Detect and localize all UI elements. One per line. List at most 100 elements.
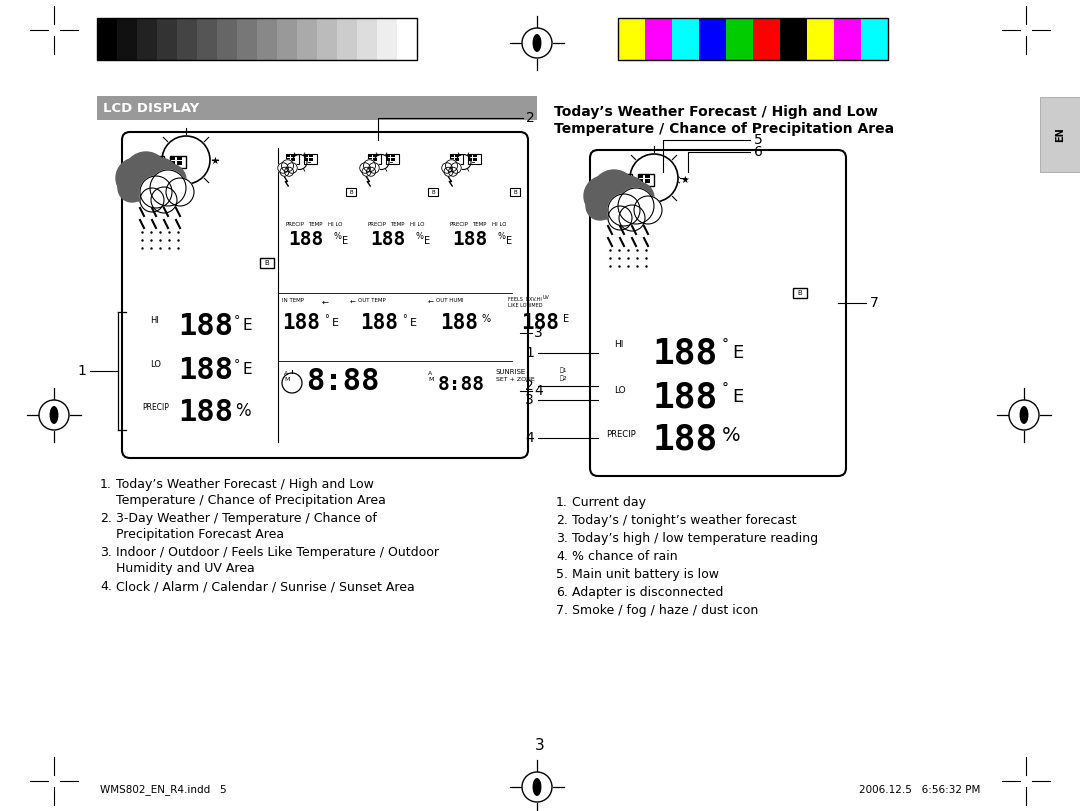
Text: °: °	[324, 314, 328, 324]
Circle shape	[608, 194, 640, 226]
Bar	[793, 288, 807, 298]
Text: IN TEMP: IN TEMP	[282, 298, 303, 303]
Bar	[807, 18, 834, 60]
Bar	[616, 174, 632, 186]
Bar	[309, 154, 313, 157]
Text: B: B	[349, 190, 353, 195]
Circle shape	[584, 176, 624, 216]
Text: 6: 6	[754, 145, 762, 159]
Bar	[638, 174, 654, 186]
Bar	[468, 154, 472, 157]
Text: 2.: 2.	[556, 514, 568, 527]
Circle shape	[622, 182, 654, 214]
Circle shape	[362, 167, 372, 176]
Bar	[780, 18, 807, 60]
Text: E: E	[342, 236, 348, 246]
Text: PRECIP: PRECIP	[286, 222, 305, 227]
Bar	[157, 18, 177, 60]
Bar	[170, 156, 175, 160]
Text: 188: 188	[440, 313, 477, 333]
Bar	[861, 18, 888, 60]
Text: 7.: 7.	[556, 604, 568, 617]
Text: 🔔2: 🔔2	[561, 375, 568, 380]
Text: PRECIP: PRECIP	[141, 403, 168, 412]
Text: A: A	[284, 371, 288, 376]
Text: 4.: 4.	[556, 550, 568, 563]
Text: 3: 3	[535, 737, 545, 753]
Bar	[309, 158, 313, 161]
FancyBboxPatch shape	[590, 150, 846, 476]
Circle shape	[360, 163, 370, 174]
Text: 2.: 2.	[100, 512, 112, 525]
Text: FEELS  EXV.HI: FEELS EXV.HI	[508, 297, 542, 302]
Bar	[148, 156, 153, 160]
Bar	[286, 158, 291, 161]
Text: SUNRISE: SUNRISE	[496, 369, 526, 375]
Text: °: °	[234, 358, 241, 371]
Bar	[148, 161, 153, 165]
Text: %: %	[482, 314, 491, 324]
Text: °: °	[723, 382, 729, 396]
Text: Today’s / tonight’s weather forecast: Today’s / tonight’s weather forecast	[572, 514, 797, 527]
Text: Today’s high / low temperature reading: Today’s high / low temperature reading	[572, 532, 819, 545]
Text: PRECIP: PRECIP	[368, 222, 387, 227]
Circle shape	[618, 188, 654, 224]
Text: 3: 3	[534, 326, 543, 340]
Bar	[170, 161, 175, 165]
Text: 5: 5	[754, 133, 762, 147]
Text: %: %	[498, 232, 507, 241]
Text: HI: HI	[615, 340, 623, 349]
Circle shape	[446, 160, 458, 172]
Text: 7: 7	[870, 296, 879, 310]
Text: ←: ←	[350, 300, 356, 306]
Text: E: E	[507, 236, 512, 246]
Text: Humidity and UV Area: Humidity and UV Area	[116, 562, 255, 575]
Bar	[391, 158, 395, 161]
Circle shape	[444, 167, 453, 176]
Bar	[618, 18, 888, 60]
Text: 2006.12.5   6:56:32 PM: 2006.12.5 6:56:32 PM	[859, 785, 980, 795]
Text: E: E	[563, 314, 569, 324]
Circle shape	[374, 155, 389, 169]
Text: 2: 2	[526, 111, 535, 125]
Bar	[97, 18, 117, 60]
Bar	[473, 154, 477, 157]
Text: E: E	[732, 344, 743, 362]
Text: TEMP: TEMP	[390, 222, 405, 227]
Text: 188: 188	[653, 380, 718, 414]
Bar	[170, 156, 186, 168]
Text: °: °	[723, 338, 729, 352]
Text: 🔔1: 🔔1	[561, 367, 568, 372]
Bar	[291, 154, 295, 157]
Bar	[455, 158, 459, 161]
Bar	[616, 179, 621, 183]
Text: E: E	[332, 318, 339, 328]
Text: 188: 188	[653, 422, 718, 456]
Text: Today’s Weather Forecast / High and Low: Today’s Weather Forecast / High and Low	[554, 105, 878, 119]
Bar	[318, 18, 337, 60]
Bar	[638, 179, 643, 183]
Bar	[373, 158, 377, 161]
Text: 1.: 1.	[100, 478, 112, 491]
Text: E: E	[242, 362, 252, 377]
Bar	[699, 18, 726, 60]
Circle shape	[162, 136, 210, 184]
Ellipse shape	[534, 779, 541, 796]
Text: PRECIP: PRECIP	[450, 222, 469, 227]
Circle shape	[141, 158, 178, 194]
Bar	[286, 154, 291, 157]
Text: 188: 188	[282, 313, 320, 333]
Text: 8:88: 8:88	[438, 375, 485, 394]
Bar	[468, 154, 481, 164]
Bar	[368, 158, 372, 161]
Circle shape	[116, 158, 156, 198]
Text: 188: 188	[178, 398, 233, 427]
Bar	[623, 179, 627, 183]
Text: 1: 1	[525, 346, 534, 360]
Circle shape	[282, 160, 294, 172]
Circle shape	[366, 167, 376, 176]
Bar	[468, 158, 472, 161]
Text: %: %	[416, 232, 424, 241]
Text: ←: ←	[428, 300, 434, 306]
Text: 3-Day Weather / Temperature / Chance of: 3-Day Weather / Temperature / Chance of	[116, 512, 377, 525]
